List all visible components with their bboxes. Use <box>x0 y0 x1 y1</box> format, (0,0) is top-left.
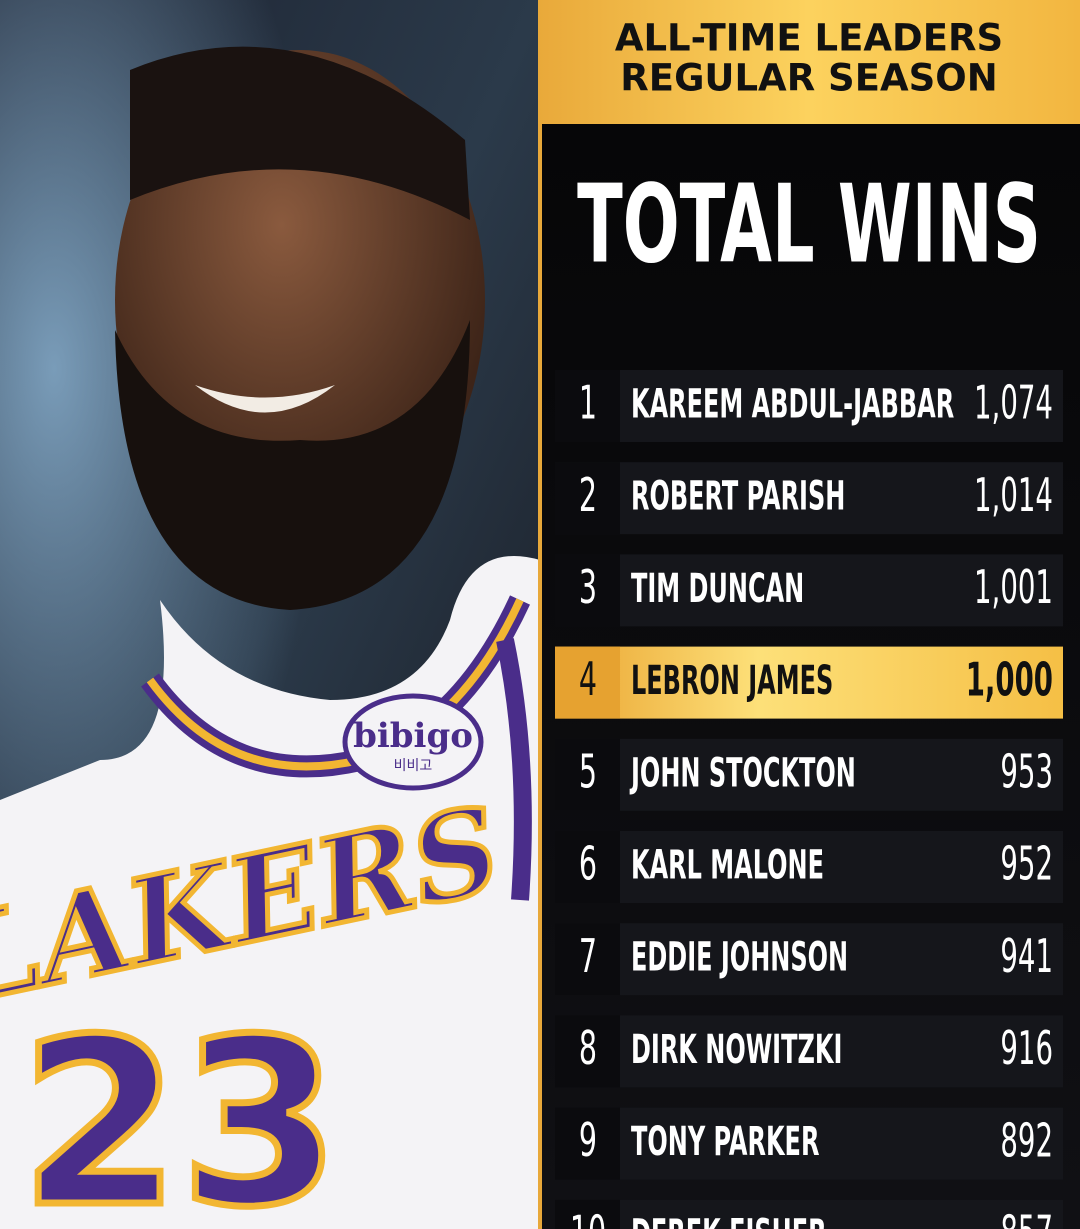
rank-cell <box>555 831 620 903</box>
row-background <box>555 738 1063 811</box>
player-name: LEBRON JAMES <box>631 657 833 704</box>
rank: 7 <box>579 930 597 984</box>
table-row: 10 DEREK FISHER 857 <box>555 1199 1063 1229</box>
rank: 9 <box>579 1114 597 1168</box>
header-line: REGULAR SEASON <box>620 57 997 100</box>
rank: 1 <box>579 377 597 431</box>
header-line: ALL-TIME LEADERS <box>615 17 1003 60</box>
row-background <box>555 831 1063 903</box>
wins: 1,000 <box>966 653 1053 706</box>
table-row: 6 KARL MALONE 952 <box>555 831 1063 903</box>
row-background <box>555 646 1063 719</box>
jersey-number: 23 <box>20 991 340 1229</box>
rank-cell <box>555 554 620 627</box>
header-band <box>538 0 1080 124</box>
row-background <box>555 1199 1063 1229</box>
rank-cell <box>555 923 620 996</box>
wins: 941 <box>1000 929 1053 982</box>
rank: 6 <box>579 838 597 892</box>
wins: 916 <box>1000 1022 1053 1075</box>
player-name: TONY PARKER <box>631 1118 819 1165</box>
table: 1 KAREEM ABDUL-JABBAR 1,074 2 ROBERT PARISH 1… <box>555 370 1063 1229</box>
sponsor-korean: 비비고 <box>394 758 433 774</box>
panel-border <box>538 120 542 1229</box>
rank: 10 <box>570 1206 606 1229</box>
table-row: 5 JOHN STOCKTON 953 <box>555 738 1063 811</box>
rank-cell <box>555 370 620 442</box>
rank-cell <box>555 1015 620 1088</box>
rank-cell <box>555 1199 620 1229</box>
player-name: DEREK FISHER <box>631 1210 827 1229</box>
table-row: 4 LEBRON JAMES 1,000 <box>555 646 1063 719</box>
photo: bibigo 비비고 LAKERS 23 <box>0 0 540 1229</box>
wins: 1,074 <box>974 376 1053 429</box>
rank: 2 <box>579 469 597 523</box>
row-background <box>555 1015 1063 1088</box>
player-name: KAREEM ABDUL-JABBAR <box>631 380 954 427</box>
wins: 857 <box>1000 1206 1053 1229</box>
player-name: JOHN STOCKTON <box>630 749 856 796</box>
row-background <box>555 370 1063 442</box>
rank-cell <box>555 462 620 535</box>
player-name: TIM DUNCAN <box>631 564 804 611</box>
table-row: 1 KAREEM ABDUL-JABBAR 1,074 <box>555 370 1063 442</box>
rank-cell <box>555 1107 620 1180</box>
row-background <box>555 1107 1063 1180</box>
player-name: ROBERT PARISH <box>631 472 845 519</box>
table-row: 9 TONY PARKER 892 <box>555 1107 1063 1180</box>
rank: 4 <box>579 653 597 707</box>
rank-cell <box>555 646 620 719</box>
wins: 1,001 <box>974 561 1053 614</box>
rank: 5 <box>579 745 597 799</box>
row-background <box>555 554 1063 627</box>
rank: 8 <box>579 1022 597 1076</box>
table-row: 7 EDDIE JOHNSON 941 <box>555 923 1063 996</box>
table-row: 2 ROBERT PARISH 1,014 <box>555 462 1063 535</box>
player-name: KARL MALONE <box>631 841 824 888</box>
player-name: DIRK NOWITZKI <box>631 1025 842 1072</box>
row-background <box>555 923 1063 996</box>
wins: 1,014 <box>974 468 1053 521</box>
table-row: 3 TIM DUNCAN 1,001 <box>555 554 1063 627</box>
sponsor: bibigo <box>353 716 473 756</box>
wins: 953 <box>1000 745 1053 798</box>
player-name: EDDIE JOHNSON <box>631 933 848 980</box>
rank: 3 <box>579 561 597 615</box>
rank-cell <box>555 738 620 811</box>
title: TOTAL WINS <box>577 163 1041 288</box>
table-row: 8 DIRK NOWITZKI 916 <box>555 1015 1063 1088</box>
row-background <box>555 462 1063 535</box>
wins: 952 <box>1000 837 1053 890</box>
wins: 892 <box>1000 1114 1053 1167</box>
